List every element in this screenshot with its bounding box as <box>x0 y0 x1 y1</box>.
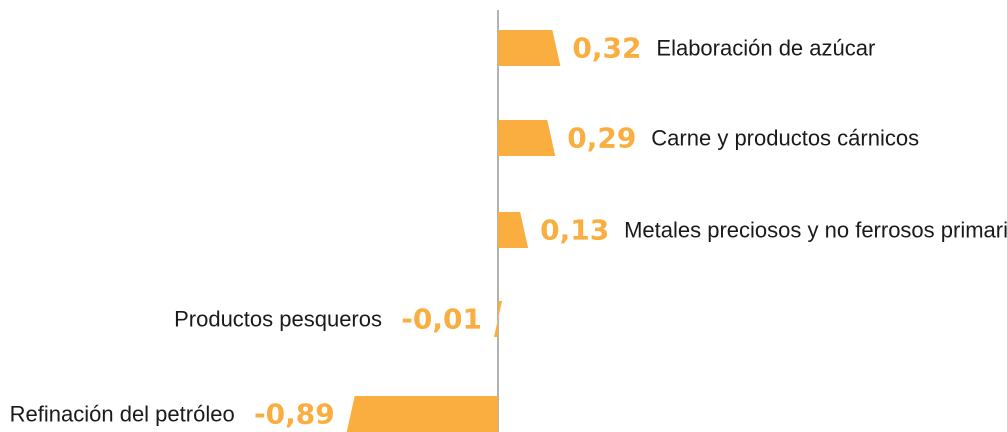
category-label: Carne y productos cárnicos <box>651 126 919 151</box>
chart-marks: 0,32 Elaboración de azúcar 0,29 Carne y pro… <box>10 30 1007 432</box>
data-label: -0,89 <box>254 398 335 431</box>
data-label: 0,29 <box>567 122 636 155</box>
category-label: Productos pesqueros <box>174 307 382 332</box>
bar <box>494 301 502 337</box>
data-label: -0,01 <box>401 303 482 336</box>
bar <box>498 120 556 156</box>
bar <box>346 396 498 432</box>
data-label: 0,32 <box>572 32 641 65</box>
bar <box>498 30 561 66</box>
data-label: 0,13 <box>540 214 609 247</box>
category-label: Metales preciosos y no ferrosos primario… <box>624 218 1007 243</box>
category-label: Elaboración de azúcar <box>656 36 875 61</box>
category-label: Refinación del petróleo <box>10 402 235 427</box>
bar <box>498 212 529 248</box>
